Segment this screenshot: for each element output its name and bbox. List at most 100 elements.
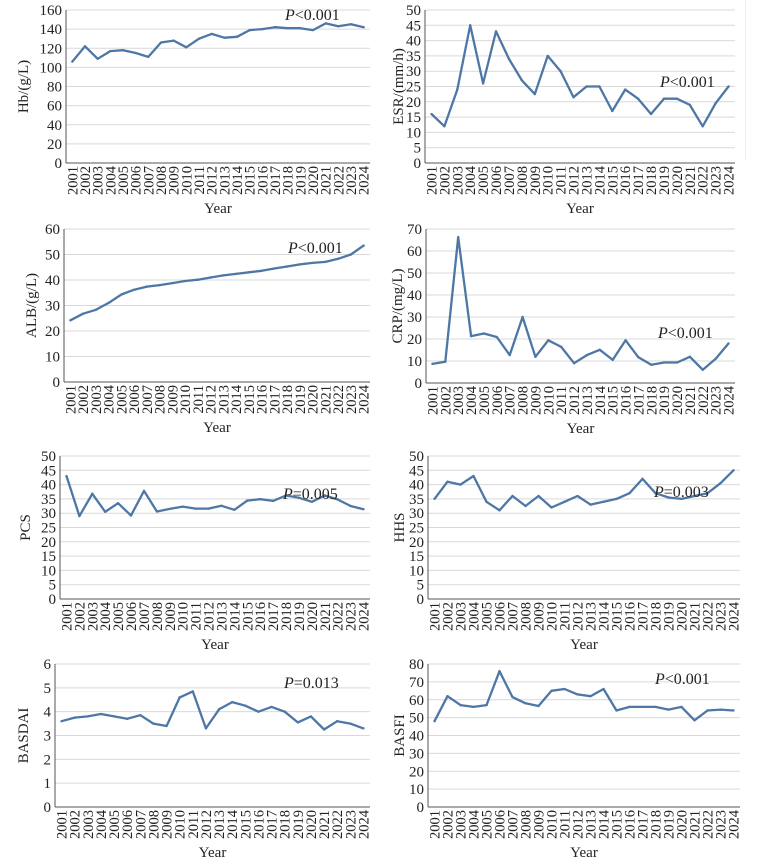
data-point xyxy=(688,103,691,107)
x-tick-label: 2016 xyxy=(255,166,271,195)
series-line-alb xyxy=(69,244,365,322)
data-point xyxy=(511,494,514,498)
x-tick-label: 2005 xyxy=(480,602,496,631)
x-tick-label: 2007 xyxy=(141,166,157,195)
data-point xyxy=(65,474,68,478)
data-point xyxy=(91,492,94,495)
x-tick-label: 2008 xyxy=(516,386,532,415)
x-tick-label: 2016 xyxy=(623,810,639,839)
data-point xyxy=(322,728,326,731)
x-axis-label: Year xyxy=(199,845,227,858)
x-tick-label: 2001 xyxy=(424,166,440,195)
y-tick-label: 140 xyxy=(40,22,63,38)
x-axis-label: Year xyxy=(566,201,594,215)
p-letter: P xyxy=(657,325,668,342)
y-tick-label: 20 xyxy=(406,95,421,111)
data-point xyxy=(197,37,201,40)
data-point xyxy=(362,244,365,247)
data-point xyxy=(537,704,540,708)
data-point xyxy=(485,500,488,503)
y-tick-label: 10 xyxy=(406,125,421,141)
chart-crp: 0102030405060702001200220032004200520062… xyxy=(390,222,738,437)
chart-panel-hhs: 0 5 10 15 20 25 30 35 40 45 50 2001 2002 2003 2004 2005… xyxy=(380,435,762,653)
x-tick-label: 2008 xyxy=(519,602,535,631)
y-tick-label: 35 xyxy=(409,492,424,508)
x-tick-label: 2015 xyxy=(242,385,258,414)
y-tick-label: 35 xyxy=(406,49,421,65)
x-tick-label: 2015 xyxy=(238,810,254,839)
y-tick-label: 50 xyxy=(41,449,56,465)
data-point xyxy=(719,481,722,485)
data-point xyxy=(116,501,120,505)
data-point xyxy=(615,497,618,501)
x-tick-label: 2023 xyxy=(714,810,730,839)
y-tick-label: 25 xyxy=(409,521,424,537)
data-point xyxy=(598,85,601,88)
y-tick-label: 20 xyxy=(41,535,56,551)
p-value-annotation: P<0.001 xyxy=(659,74,715,91)
data-point xyxy=(732,469,735,472)
chart-panel-hb: 0 20 40 60 80 100 120 140 160 2001 2002 2003 2004 200… xyxy=(0,0,380,217)
data-point xyxy=(172,39,175,42)
series-line-hhs xyxy=(433,469,735,512)
p-letter: P xyxy=(282,486,293,503)
x-tick-label: 2001 xyxy=(425,386,441,415)
x-tick-label: 2009 xyxy=(165,385,181,414)
x-tick-label: 2002 xyxy=(68,810,84,839)
x-tick-label: 2013 xyxy=(214,602,230,631)
x-tick-label: 2012 xyxy=(199,810,215,839)
data-point xyxy=(693,719,696,722)
p-letter: P xyxy=(653,484,664,501)
x-tick-label: 2016 xyxy=(618,166,634,195)
data-point xyxy=(178,696,181,699)
x-tick-label: 2001 xyxy=(428,810,444,839)
data-point xyxy=(309,715,313,718)
data-point xyxy=(563,500,566,503)
data-point xyxy=(611,109,614,113)
x-tick-label: 2002 xyxy=(441,810,457,839)
x-tick-label: 2008 xyxy=(153,385,169,414)
y-axis-label: BASFI xyxy=(392,714,408,757)
data-point xyxy=(508,353,511,357)
data-point xyxy=(524,504,527,508)
x-tick-label: 2022 xyxy=(331,166,347,195)
p-value: <0.001 xyxy=(295,7,340,24)
data-point xyxy=(336,498,339,501)
x-tick-label: 2003 xyxy=(450,166,466,195)
data-point xyxy=(675,97,679,100)
data-point xyxy=(524,702,527,705)
data-point xyxy=(73,716,76,719)
x-tick-label: 2020 xyxy=(670,166,686,195)
y-tick-label: 5 xyxy=(49,578,57,594)
data-point xyxy=(615,709,618,712)
data-point xyxy=(701,368,705,371)
data-point xyxy=(602,500,605,503)
x-tick-label: 2014 xyxy=(597,601,613,631)
data-point xyxy=(481,82,485,85)
x-tick-label: 2021 xyxy=(319,166,335,195)
x-tick-label: 2009 xyxy=(528,166,544,195)
data-point xyxy=(257,710,260,713)
x-tick-label: 2006 xyxy=(493,810,509,839)
x-tick-label: 2001 xyxy=(63,385,79,414)
x-tick-label: 2012 xyxy=(567,386,583,415)
y-tick-label: 100 xyxy=(40,60,63,76)
x-tick-label: 2020 xyxy=(305,602,321,631)
y-tick-label: 60 xyxy=(407,244,422,260)
y-tick-label: 30 xyxy=(407,310,422,326)
x-tick-label: 2008 xyxy=(515,166,531,195)
x-tick-label: 2007 xyxy=(506,602,522,631)
x-tick-label: 2013 xyxy=(579,166,595,195)
data-point xyxy=(223,36,226,39)
x-tick-label: 2010 xyxy=(173,810,189,839)
x-tick-label: 2001 xyxy=(428,602,444,631)
data-point xyxy=(259,497,262,501)
x-tick-label: 2014 xyxy=(592,165,608,195)
data-point xyxy=(132,288,136,291)
data-point xyxy=(83,45,87,48)
x-tick-label: 2001 xyxy=(55,810,71,839)
chart-panel-basdai: 0 1 2 3 4 5 6 2001 2002 2003 2004 2005 2006 2007 2008 2… xyxy=(0,650,380,861)
data-point xyxy=(649,112,653,116)
p-letter: P xyxy=(659,74,670,91)
x-tick-label: 2021 xyxy=(318,602,334,631)
